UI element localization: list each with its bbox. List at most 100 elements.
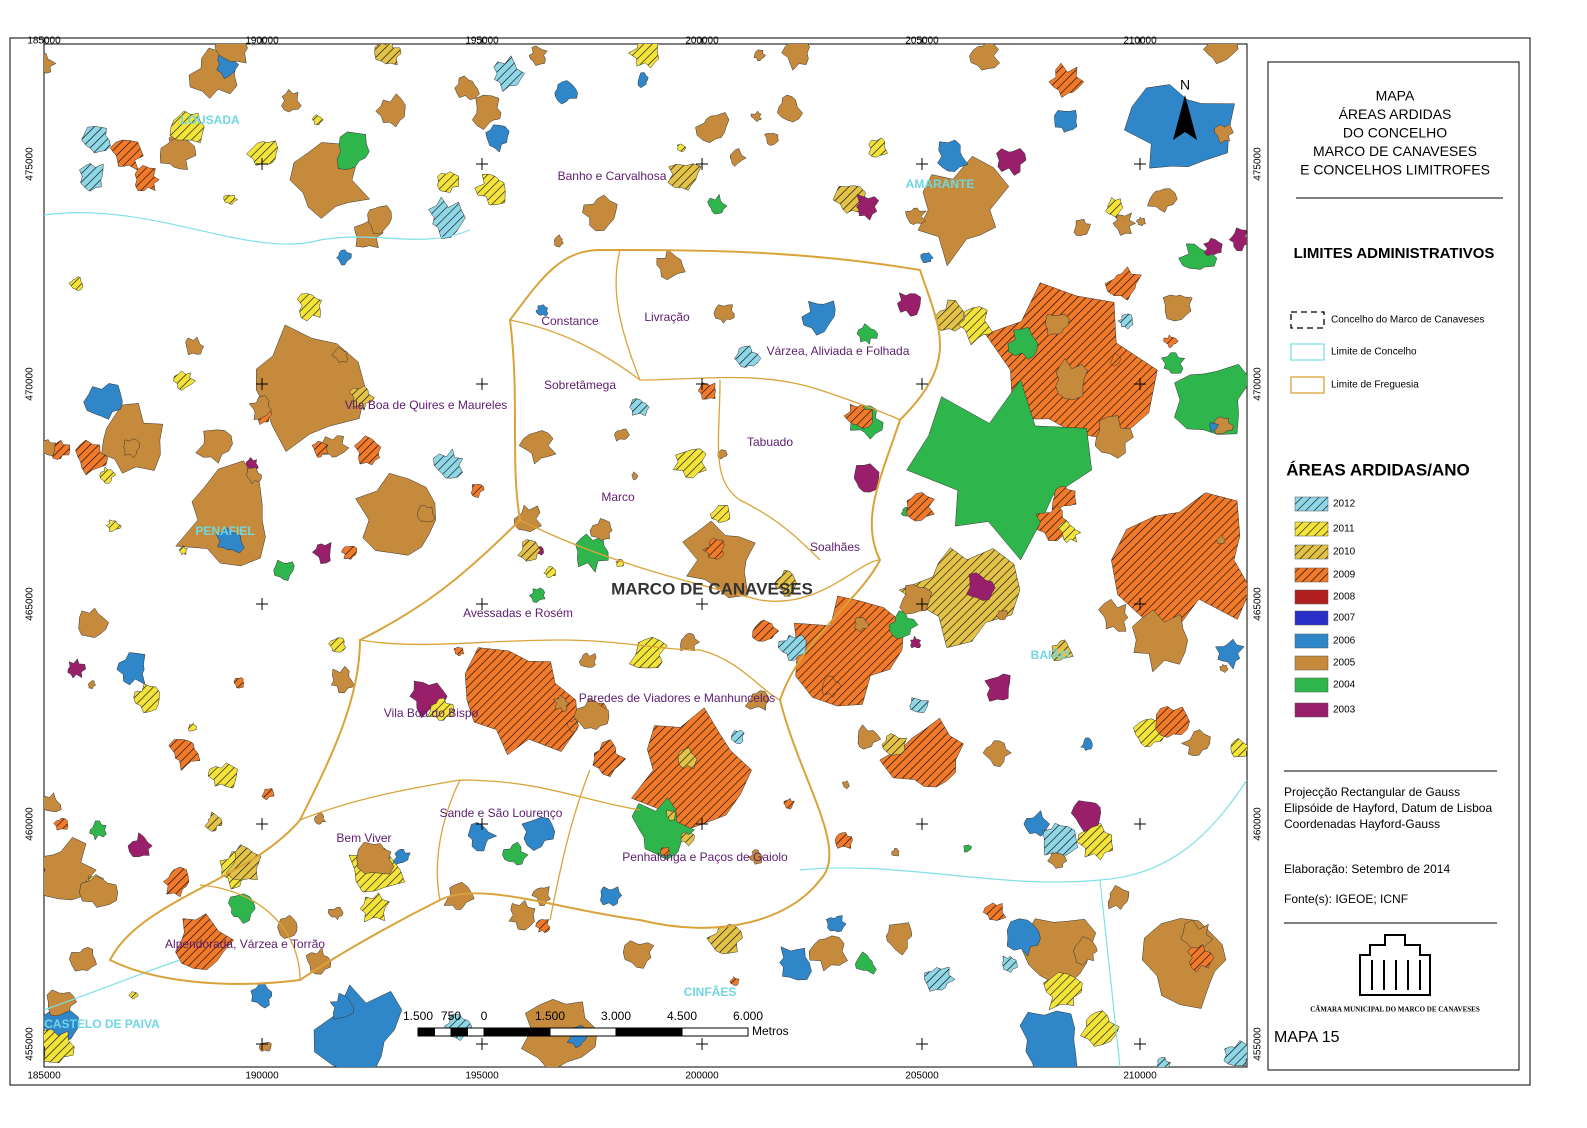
burned-area <box>328 906 344 921</box>
burned-area <box>428 196 466 239</box>
burned-area <box>853 617 869 633</box>
burned-area <box>313 984 403 1067</box>
burned-area <box>801 300 836 336</box>
burned-area <box>1228 227 1247 252</box>
legend-swatch <box>1294 521 1329 537</box>
legend-swatch <box>1294 655 1329 671</box>
burned-area <box>355 472 436 556</box>
freguesia-label: Várzea, Aliviada e Folhada <box>767 344 910 358</box>
burned-area <box>172 370 197 391</box>
burned-area <box>79 875 118 908</box>
freguesia-limit <box>519 519 881 602</box>
burned-area <box>1051 639 1074 662</box>
burned-area <box>589 518 613 541</box>
freguesia-label: Sobretâmega <box>544 378 616 392</box>
burned-area <box>729 976 740 986</box>
burned-area <box>843 403 874 429</box>
burned-area <box>44 53 57 74</box>
burned-area <box>868 137 888 158</box>
grid-cross <box>256 818 268 830</box>
legend-swatch <box>1294 496 1329 512</box>
scale-segment <box>681 1027 749 1037</box>
burned-area <box>79 163 104 192</box>
burned-area <box>821 675 842 698</box>
burned-area <box>963 844 972 853</box>
grid-cross <box>476 598 488 610</box>
projection-text: Elipsóide de Hayford, Datum de Lisboa <box>1284 801 1492 815</box>
burned-area <box>713 304 735 324</box>
burned-area <box>517 539 541 562</box>
scale-segment <box>417 1027 435 1037</box>
burned-area <box>1111 492 1247 635</box>
burned-area <box>966 572 996 601</box>
burned-area <box>502 841 529 866</box>
grid-cross <box>916 158 928 170</box>
burned-area <box>779 946 812 981</box>
burned-area <box>312 114 324 126</box>
map-area <box>44 44 1247 1067</box>
legend-swatch <box>1294 633 1329 649</box>
burned-area <box>1035 504 1069 542</box>
map-number: MAPA 15 <box>1274 1029 1340 1046</box>
map-title: MAPA <box>1376 88 1415 104</box>
burned-area <box>116 652 146 686</box>
concelho-limit <box>799 779 1247 883</box>
grid-cross <box>256 1038 268 1050</box>
burned-area <box>374 44 402 66</box>
freguesia-label: Soalhães <box>810 540 860 554</box>
burned-area <box>1104 266 1142 301</box>
legend-label: 2004 <box>1333 680 1356 691</box>
burned-area <box>554 80 578 105</box>
burned-area <box>1051 486 1077 511</box>
burned-area <box>1163 334 1179 349</box>
burned-area <box>437 171 460 193</box>
burned-area <box>1109 352 1122 367</box>
legend-swatch <box>1294 589 1329 605</box>
scale-segment <box>549 1027 617 1037</box>
burned-area <box>528 45 548 66</box>
burned-area <box>825 915 847 933</box>
burned-area <box>666 809 676 821</box>
grid-cross <box>696 818 708 830</box>
concelho-limit <box>1099 879 1121 1067</box>
burned-area <box>924 966 956 992</box>
y-coord-label: 455000 <box>25 1027 36 1061</box>
burned-area <box>734 345 762 368</box>
burned-area <box>474 174 506 206</box>
burned-area <box>485 124 510 153</box>
concelho-label: AMARANTE <box>906 177 975 191</box>
burned-area <box>982 902 1007 921</box>
burned-area <box>359 892 390 923</box>
map-title: MARCO DE CANAVESES <box>1313 143 1477 159</box>
burned-area <box>427 697 454 721</box>
freguesia-label: Bem Viver <box>336 831 391 845</box>
burned-area <box>629 398 650 417</box>
burned-area <box>204 811 223 832</box>
map-title: E CONCELHOS LIMITROFES <box>1300 162 1490 178</box>
map-title: DO CONCELHO <box>1343 125 1447 141</box>
legend-swatch <box>1294 567 1329 583</box>
burned-area <box>433 448 464 479</box>
burned-area <box>897 292 921 317</box>
y-coord-label: 475000 <box>25 147 36 181</box>
burned-area <box>1156 1057 1171 1067</box>
burned-area <box>667 163 702 191</box>
burned-area <box>1209 421 1219 432</box>
burned-area <box>417 505 436 523</box>
concelho-label: CINFÃES <box>684 984 737 999</box>
burned-area <box>909 697 929 714</box>
burned-area <box>311 541 332 564</box>
burned-area <box>1178 243 1218 270</box>
marco-boundary <box>108 248 941 985</box>
freguesia-label: Alpendorada, Várzea e Torrão <box>165 937 325 951</box>
legend-swatch <box>1294 544 1329 560</box>
legend-label: Concelho do Marco de Canaveses <box>1331 315 1484 326</box>
scale-segment <box>483 1027 551 1037</box>
projection-text: Coordenadas Hayford-Gauss <box>1284 817 1440 831</box>
freguesia-limit <box>549 769 591 921</box>
burned-area <box>677 747 698 770</box>
burned-area <box>857 724 882 750</box>
concelho-label: PENAFIEL <box>195 524 254 538</box>
freguesia-limit <box>299 779 641 821</box>
x-coord-label: 210000 <box>1123 1071 1157 1082</box>
